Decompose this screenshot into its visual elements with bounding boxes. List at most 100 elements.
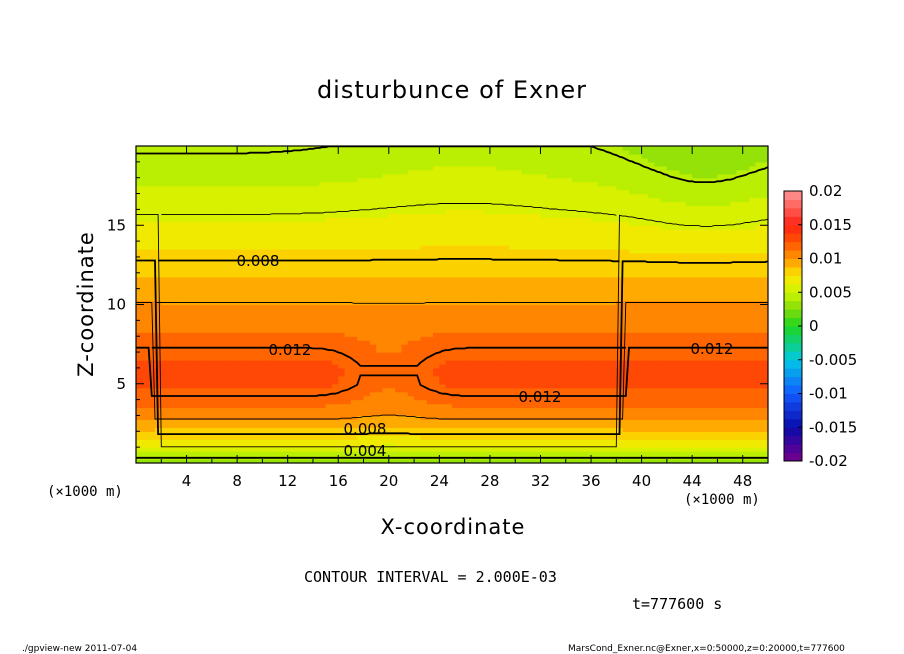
heatmap-cell	[635, 391, 643, 397]
heatmap-cell	[414, 395, 421, 401]
heatmap-cell	[559, 356, 567, 361]
heatmap-cell	[458, 288, 466, 294]
heatmap-cell	[401, 304, 409, 310]
heatmap-cell	[350, 363, 358, 369]
heatmap-cell	[186, 280, 194, 286]
heatmap-cell	[622, 272, 630, 278]
heatmap-cell	[338, 340, 346, 345]
heatmap-cell	[679, 371, 687, 377]
heatmap-cell	[445, 320, 453, 325]
heatmap-cell	[433, 332, 440, 337]
heatmap-cell	[711, 348, 719, 353]
heatmap-cell	[445, 332, 453, 337]
heatmap-cell	[540, 395, 548, 401]
heatmap-cell	[673, 280, 681, 286]
heatmap-cell	[167, 344, 175, 349]
heatmap-cell	[136, 276, 143, 282]
heatmap-cell	[325, 292, 333, 298]
heatmap-cell	[704, 383, 712, 389]
heatmap-cell	[685, 304, 693, 310]
heatmap-cell	[243, 359, 251, 365]
heatmap-cell	[262, 352, 270, 357]
heatmap-cell	[534, 387, 542, 393]
heatmap-cell	[142, 459, 150, 463]
heatmap-cell	[464, 359, 472, 365]
heatmap-cell	[489, 391, 497, 397]
heatmap-cell	[161, 391, 169, 397]
heatmap-cell	[628, 348, 636, 353]
heatmap-cell	[136, 383, 143, 389]
heatmap-cell	[761, 332, 768, 337]
heatmap-cell	[628, 332, 636, 337]
heatmap-cell	[647, 288, 655, 294]
heatmap-cell	[199, 292, 207, 298]
heatmap-cell	[275, 399, 282, 405]
heatmap-cell	[237, 352, 245, 357]
heatmap-cell	[647, 443, 655, 448]
heatmap-cell	[256, 316, 263, 321]
heatmap-cell	[692, 391, 700, 397]
heatmap-cell	[692, 367, 700, 373]
heatmap-cell	[205, 411, 213, 417]
heatmap-cell	[755, 280, 763, 286]
heatmap-cell	[452, 316, 459, 321]
heatmap-cell	[572, 316, 579, 321]
heatmap-cell	[382, 459, 390, 463]
heatmap-cell	[148, 292, 156, 298]
heatmap-cell	[180, 304, 188, 310]
heatmap-cell	[230, 316, 238, 321]
heatmap-cell	[407, 320, 415, 325]
heatmap-cell	[628, 443, 636, 448]
heatmap-cell	[256, 296, 263, 302]
heatmap-cell	[414, 280, 421, 286]
heatmap-cell	[237, 268, 245, 274]
heatmap-cell	[698, 308, 706, 314]
heatmap-cell	[553, 459, 561, 463]
heatmap-cell	[685, 288, 693, 294]
heatmap-cell	[666, 423, 674, 428]
heatmap-cell	[205, 268, 213, 274]
heatmap-cell	[540, 340, 548, 345]
heatmap-cell	[749, 316, 756, 321]
heatmap-cell	[508, 348, 516, 353]
heatmap-cell	[496, 352, 504, 357]
heatmap-cell	[426, 447, 434, 452]
heatmap-cell	[464, 415, 472, 421]
heatmap-cell	[237, 324, 245, 329]
heatmap-cell	[496, 328, 504, 333]
heatmap-cell	[717, 348, 725, 353]
heatmap-cell	[445, 272, 453, 278]
heatmap-cell	[635, 435, 643, 440]
heatmap-cell	[319, 304, 327, 310]
heatmap-cell	[698, 363, 706, 369]
heatmap-cell	[502, 324, 510, 329]
heatmap-cell	[439, 292, 447, 298]
heatmap-cell	[603, 320, 611, 325]
heatmap-cell	[230, 423, 238, 428]
heatmap-cell	[704, 411, 712, 417]
heatmap-cell	[736, 312, 744, 317]
heatmap-cell	[300, 399, 308, 405]
heatmap-cell	[742, 383, 750, 389]
heatmap-cell	[458, 332, 466, 337]
heatmap-cell	[344, 423, 352, 428]
heatmap-cell	[717, 324, 725, 329]
heatmap-cell	[142, 443, 150, 448]
heatmap-cell	[325, 288, 333, 294]
heatmap-cell	[237, 439, 245, 444]
heatmap-cell	[508, 395, 516, 401]
heatmap-cell	[540, 332, 548, 337]
heatmap-cell	[344, 308, 352, 314]
heatmap-cell	[534, 332, 542, 337]
heatmap-cell	[464, 395, 472, 401]
heatmap-cell	[477, 324, 485, 329]
heatmap-cell	[420, 399, 428, 405]
heatmap-cell	[319, 340, 327, 345]
heatmap-cell	[401, 439, 409, 444]
heatmap-cell	[268, 328, 276, 333]
heatmap-cell	[591, 399, 598, 405]
heatmap-cell	[180, 443, 188, 448]
heatmap-cell	[553, 359, 561, 365]
heatmap-cell	[584, 407, 592, 413]
heatmap-cell	[306, 363, 314, 369]
